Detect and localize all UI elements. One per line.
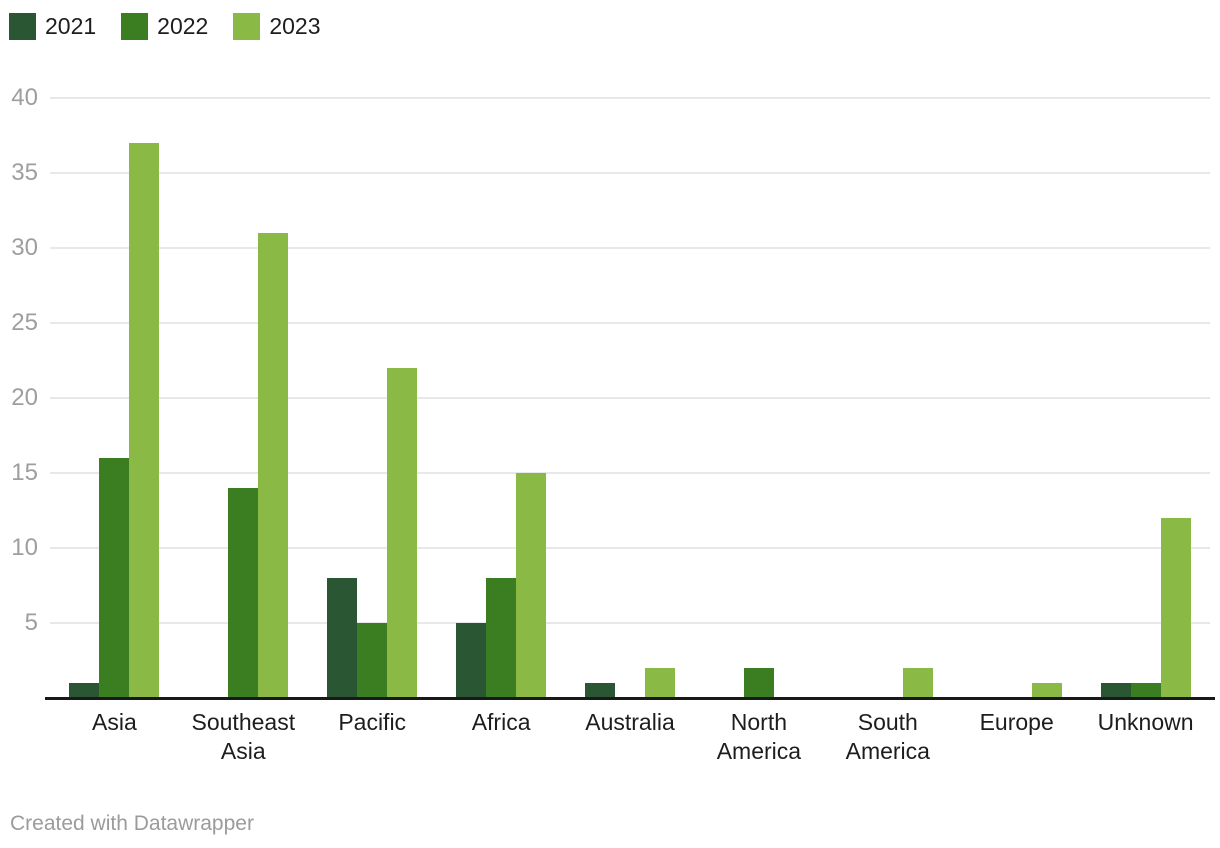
bar-2021-unknown bbox=[1100, 683, 1131, 698]
legend-label-2022: 2022 bbox=[157, 13, 209, 39]
legend-item-2023: 2023 bbox=[233, 13, 321, 40]
x-category-label-north-america: North America bbox=[716, 709, 802, 764]
x-category-label-australia: Australia bbox=[585, 709, 675, 735]
legend-label-2023: 2023 bbox=[269, 13, 321, 39]
bar-2023-unknown bbox=[1160, 518, 1191, 698]
bar-2022-north-america bbox=[743, 668, 774, 698]
legend-item-2022: 2022 bbox=[121, 13, 208, 40]
y-tick-label-30: 30 bbox=[11, 234, 38, 261]
bar-2021-africa bbox=[456, 623, 487, 698]
x-category-label-africa: Africa bbox=[471, 709, 531, 735]
gridline-10 bbox=[50, 547, 1210, 549]
y-tick-label-35: 35 bbox=[11, 159, 38, 186]
legend-label-2021: 2021 bbox=[45, 13, 97, 39]
x-category-label-asia: Asia bbox=[92, 709, 137, 735]
gridline-35 bbox=[50, 172, 1210, 174]
legend-swatch-2022 bbox=[121, 13, 149, 40]
bar-2023-south-america bbox=[902, 668, 933, 698]
y-tick-label-25: 25 bbox=[11, 309, 38, 336]
bar-2022-southeast-asia bbox=[228, 488, 259, 698]
bar-2023-asia bbox=[129, 143, 160, 698]
x-axis-line bbox=[45, 697, 1215, 700]
footer-credit: Created with Datawrapper bbox=[10, 812, 254, 835]
x-category-label-pacific: Pacific bbox=[338, 709, 407, 735]
bar-2022-asia bbox=[99, 458, 130, 698]
gridline-40 bbox=[50, 97, 1210, 99]
bar-2023-pacific bbox=[387, 368, 418, 698]
x-category-label-south-america: South America bbox=[845, 709, 930, 764]
y-tick-label-15: 15 bbox=[11, 459, 38, 486]
gridline-15 bbox=[50, 472, 1210, 474]
bar-2023-southeast-asia bbox=[258, 233, 289, 698]
gridline-5 bbox=[50, 622, 1210, 624]
x-category-label-unknown: Unknown bbox=[1097, 709, 1194, 735]
y-tick-label-5: 5 bbox=[24, 609, 38, 636]
bar-2021-australia bbox=[585, 683, 615, 698]
gridline-25 bbox=[50, 322, 1210, 324]
legend-swatch-2021 bbox=[9, 13, 36, 40]
bar-2021-pacific bbox=[327, 578, 358, 698]
gridline-20 bbox=[50, 397, 1210, 399]
bar-2022-africa bbox=[486, 578, 517, 698]
bar-2023-africa bbox=[516, 473, 547, 698]
y-tick-label-40: 40 bbox=[11, 84, 38, 111]
legend: 2021 2022 2023 bbox=[9, 13, 321, 40]
y-tick-label-10: 10 bbox=[11, 534, 38, 561]
bar-2023-europe bbox=[1031, 683, 1062, 698]
x-category-label-europe: Europe bbox=[979, 709, 1054, 735]
x-category-label-southeast-asia: Southeast Asia bbox=[191, 709, 296, 764]
bar-2022-unknown bbox=[1130, 683, 1161, 698]
plot-area: 5 10 15 20 25 30 35 40 Asia Southeast Asia Pacific… bbox=[11, 84, 1215, 764]
bar-2023-australia bbox=[645, 668, 675, 698]
gridline-30 bbox=[50, 247, 1210, 249]
bar-2021-asia bbox=[69, 683, 100, 698]
y-tick-label-20: 20 bbox=[11, 384, 38, 411]
legend-swatch-2023 bbox=[233, 13, 261, 40]
legend-item-2021: 2021 bbox=[9, 13, 96, 40]
bar-2022-pacific bbox=[357, 623, 388, 698]
